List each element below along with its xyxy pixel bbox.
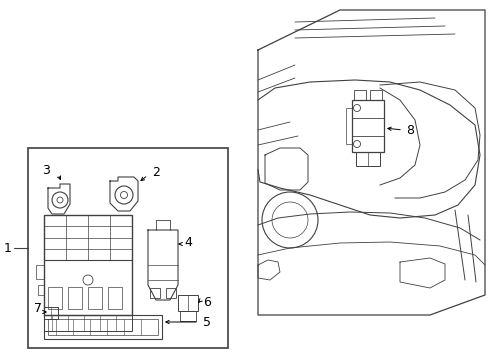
- Bar: [48, 319, 158, 335]
- Bar: [68, 287, 82, 309]
- Bar: [88, 287, 102, 309]
- Bar: [353, 90, 365, 100]
- Text: 1: 1: [4, 242, 12, 255]
- Bar: [369, 90, 381, 100]
- Bar: [44, 307, 58, 319]
- Bar: [178, 295, 198, 311]
- Text: 5: 5: [203, 315, 210, 328]
- Bar: [346, 108, 351, 144]
- Bar: [48, 287, 62, 309]
- Text: 7: 7: [34, 302, 42, 315]
- Text: 2: 2: [152, 166, 160, 179]
- Bar: [36, 265, 44, 279]
- Bar: [44, 215, 132, 315]
- Text: 6: 6: [203, 296, 210, 309]
- Bar: [38, 285, 44, 295]
- Bar: [44, 315, 162, 339]
- Text: 4: 4: [183, 235, 192, 248]
- Bar: [180, 311, 196, 321]
- Bar: [44, 315, 132, 331]
- Text: 8: 8: [405, 123, 413, 136]
- Bar: [355, 152, 379, 166]
- Bar: [351, 100, 383, 152]
- Bar: [28, 148, 227, 348]
- Text: 3: 3: [42, 163, 50, 176]
- Bar: [108, 287, 122, 309]
- Bar: [165, 288, 176, 298]
- Bar: [150, 288, 160, 298]
